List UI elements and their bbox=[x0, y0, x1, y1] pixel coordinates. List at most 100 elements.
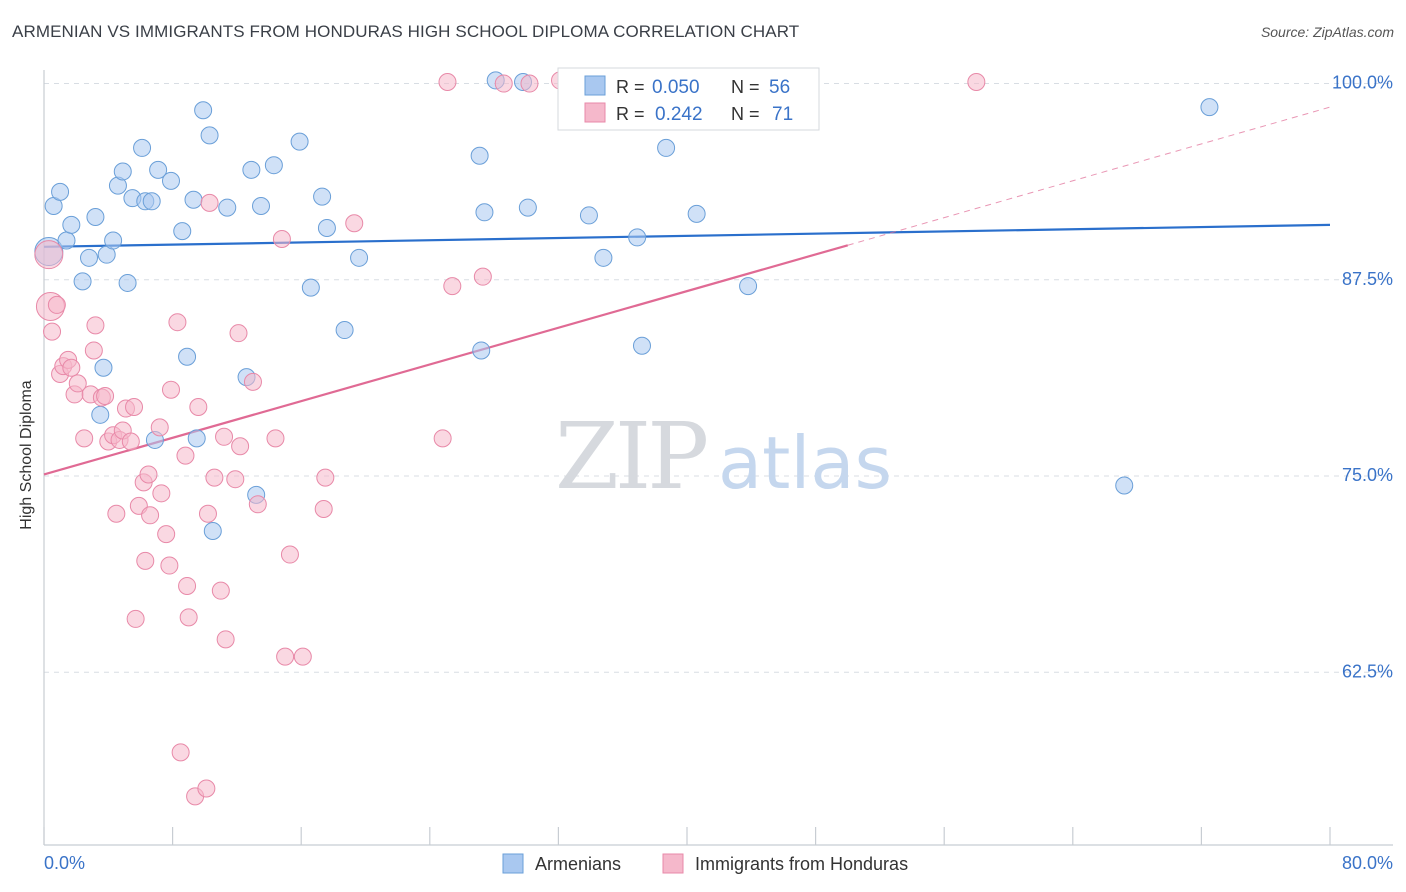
honduras-point-34 bbox=[161, 380, 180, 399]
legend-n-value-honduras: 71 bbox=[772, 104, 793, 125]
y-tick-label-3: 100.0% bbox=[1332, 73, 1393, 93]
honduras-point-37 bbox=[176, 446, 195, 465]
y-tick-label-1: 75.0% bbox=[1342, 465, 1393, 485]
legend-r-label-honduras: R = bbox=[616, 104, 645, 124]
x-tick-label-min: 0.0% bbox=[44, 853, 85, 873]
armenians-point-2 bbox=[51, 182, 70, 201]
honduras-point-9 bbox=[68, 374, 87, 393]
armenians-point-33 bbox=[252, 197, 271, 216]
honduras-point-64 bbox=[443, 277, 462, 296]
honduras-point-57 bbox=[280, 545, 299, 564]
honduras-point-54 bbox=[266, 429, 285, 448]
honduras-point-23 bbox=[125, 397, 144, 416]
legend-n-label-honduras: N = bbox=[731, 104, 760, 124]
x-tick-labels: 0.0% 80.0% bbox=[44, 853, 1393, 873]
honduras-point-39 bbox=[179, 608, 198, 627]
trendline-1 bbox=[43, 244, 849, 476]
y-tick-labels: 62.5% 75.0% 87.5% 100.0% bbox=[1332, 73, 1393, 682]
honduras-point-10 bbox=[75, 429, 94, 448]
honduras-point-52 bbox=[243, 372, 262, 391]
series-legend: Armenians Immigrants from Honduras bbox=[502, 853, 908, 874]
honduras-point-15 bbox=[96, 386, 115, 405]
honduras-point-59 bbox=[314, 500, 333, 519]
honduras-point-56 bbox=[276, 647, 295, 666]
chart-source: Source: ZipAtlas.com bbox=[1260, 24, 1394, 40]
honduras-point-61 bbox=[345, 214, 364, 233]
armenians-point-56 bbox=[1200, 98, 1219, 117]
armenians-point-11 bbox=[104, 231, 123, 250]
stats-legend: R = 0.050 N = 56 R = 0.242 N = 71 bbox=[557, 67, 820, 131]
honduras-point-31 bbox=[152, 484, 171, 503]
honduras-point-55 bbox=[272, 229, 291, 248]
honduras-point-58 bbox=[293, 647, 312, 666]
armenians-point-24 bbox=[184, 190, 203, 209]
honduras-point-60 bbox=[316, 468, 335, 487]
data-points bbox=[34, 71, 1219, 806]
honduras-point-7 bbox=[62, 358, 81, 377]
armenians-point-21 bbox=[161, 171, 180, 190]
armenians-point-4 bbox=[62, 215, 81, 234]
honduras-point-70 bbox=[967, 72, 986, 91]
honduras-point-33 bbox=[160, 556, 179, 575]
honduras-point-51 bbox=[231, 437, 250, 456]
armenians-point-23 bbox=[178, 347, 197, 366]
armenians-point-53 bbox=[687, 204, 706, 223]
honduras-point-50 bbox=[229, 324, 248, 343]
legend-swatch-honduras bbox=[584, 102, 606, 123]
honduras-point-27 bbox=[136, 551, 155, 570]
armenians-point-50 bbox=[628, 228, 647, 247]
trendlines bbox=[43, 106, 1331, 476]
armenians-point-27 bbox=[200, 126, 219, 145]
armenians-point-14 bbox=[118, 273, 137, 292]
legend-n-value-armenians: 56 bbox=[769, 77, 790, 98]
legend-r-value-armenians: 0.050 bbox=[652, 77, 700, 98]
watermark-atlas: atlas bbox=[718, 421, 892, 505]
honduras-point-41 bbox=[189, 397, 208, 416]
armenians-point-16 bbox=[133, 138, 152, 157]
armenians-point-22 bbox=[173, 222, 192, 241]
honduras-point-53 bbox=[248, 495, 267, 514]
bottom-legend-label-honduras: Immigrants from Honduras bbox=[695, 854, 908, 874]
armenians-point-26 bbox=[194, 101, 213, 120]
armenians-point-7 bbox=[86, 208, 105, 226]
honduras-point-2 bbox=[43, 322, 62, 341]
armenians-point-54 bbox=[739, 277, 758, 296]
armenians-point-42 bbox=[472, 341, 491, 360]
honduras-point-44 bbox=[200, 193, 219, 212]
honduras-point-32 bbox=[157, 525, 176, 544]
armenians-point-34 bbox=[264, 156, 283, 175]
armenians-point-41 bbox=[470, 146, 489, 165]
honduras-point-29 bbox=[141, 506, 160, 525]
armenians-point-31 bbox=[242, 160, 261, 179]
armenians-point-13 bbox=[113, 162, 132, 181]
armenians-point-51 bbox=[632, 336, 651, 355]
armenians-point-25 bbox=[187, 429, 206, 448]
armenians-point-35 bbox=[290, 132, 309, 151]
armenians-point-6 bbox=[80, 248, 99, 267]
armenians-point-38 bbox=[317, 218, 336, 237]
honduras-point-46 bbox=[211, 581, 230, 600]
bottom-legend-swatch-honduras bbox=[662, 853, 684, 874]
trendline-2 bbox=[847, 106, 1331, 246]
armenians-point-48 bbox=[579, 206, 598, 225]
armenians-point-9 bbox=[94, 358, 113, 377]
armenians-point-8 bbox=[91, 405, 110, 424]
honduras-point-65 bbox=[473, 267, 492, 286]
honduras-point-13 bbox=[86, 316, 105, 335]
trendline-0 bbox=[43, 223, 1331, 248]
honduras-point-28 bbox=[139, 465, 158, 484]
honduras-point-18 bbox=[107, 504, 126, 523]
honduras-point-47 bbox=[215, 427, 234, 446]
legend-r-value-honduras: 0.242 bbox=[655, 104, 703, 125]
bottom-legend-label-armenians: Armenians bbox=[535, 854, 621, 874]
armenians-point-43 bbox=[475, 203, 494, 222]
honduras-point-45 bbox=[205, 468, 224, 487]
honduras-point-36 bbox=[171, 743, 190, 762]
honduras-point-35 bbox=[168, 313, 187, 332]
armenians-point-37 bbox=[313, 187, 332, 206]
x-tick-label-max: 80.0% bbox=[1342, 853, 1393, 873]
honduras-point-22 bbox=[121, 432, 140, 451]
honduras-point-0 bbox=[34, 240, 64, 270]
grid bbox=[44, 83, 1393, 673]
armenians-point-36 bbox=[301, 278, 320, 297]
